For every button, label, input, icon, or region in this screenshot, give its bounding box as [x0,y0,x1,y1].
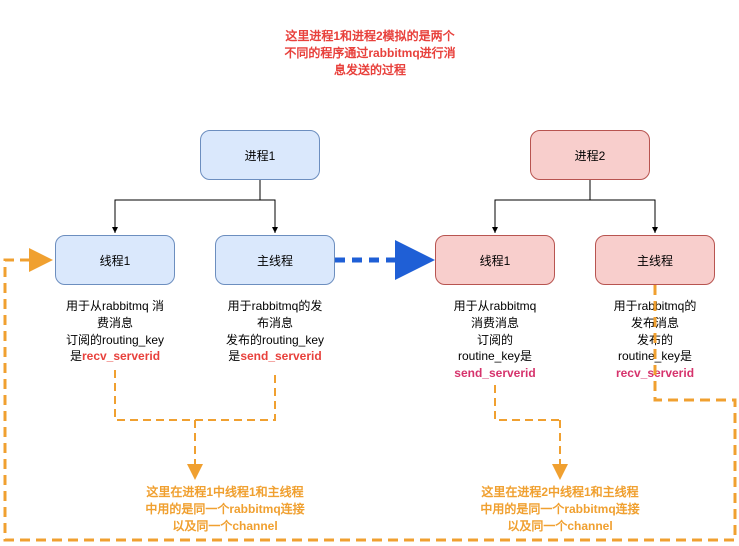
node-p2-main: 主线程 [595,235,715,285]
caption-line: 以及同一个channel [507,519,612,533]
desc-p2-main: 用于rabbitmq的 发布消息 发布的 routine_key是 recv_s… [595,298,715,382]
caption-line: 以及同一个channel [172,519,277,533]
top-line1: 这里进程1和进程2模拟的是两个 [285,29,454,43]
desc-text: 用于从rabbitmq 消 [66,299,164,313]
desc-text: 用于从rabbitmq [454,299,537,313]
desc-text: 发布的 [637,333,673,347]
node-p1-main-label: 主线程 [257,252,293,269]
desc-key: recv_serverid [616,366,694,380]
desc-key: send_serverid [454,366,535,380]
desc-text: 费消息 [97,316,133,330]
caption-line: 这里在进程1中线程1和主线程 [146,485,303,499]
node-p1-thread1-label: 线程1 [100,252,131,269]
node-proc1: 进程1 [200,130,320,180]
top-caption: 这里进程1和进程2模拟的是两个 不同的程序通过rabbitmq进行消 息发送的过… [260,28,480,78]
desc-text: 是 [70,349,82,363]
desc-p2-thread1: 用于从rabbitmq 消费消息 订阅的 routine_key是 send_s… [435,298,555,382]
node-proc2-label: 进程2 [575,147,606,164]
desc-key: send_serverid [240,349,321,363]
node-p2-thread1: 线程1 [435,235,555,285]
desc-text: 订阅的 [477,333,513,347]
caption-line: 中用的是同一个rabbitmq连接 [480,502,639,516]
desc-text: 发布消息 [631,316,679,330]
caption-line: 这里在进程2中线程1和主线程 [481,485,638,499]
desc-text: 订阅的routing_key [66,333,164,347]
desc-text: 布消息 [257,316,293,330]
desc-text: 是 [228,349,240,363]
node-proc1-label: 进程1 [245,147,276,164]
caption-line: 中用的是同一个rabbitmq连接 [145,502,304,516]
desc-p1-main: 用于rabbitmq的发 布消息 发布的routing_key 是send_se… [215,298,335,365]
bottom-left-caption: 这里在进程1中线程1和主线程 中用的是同一个rabbitmq连接 以及同一个ch… [125,484,325,534]
desc-text: 发布的routing_key [226,333,324,347]
desc-text: routine_key是 [618,349,692,363]
top-line3: 息发送的过程 [334,63,406,77]
desc-p1-thread1: 用于从rabbitmq 消 费消息 订阅的routing_key 是recv_s… [55,298,175,365]
node-p1-main: 主线程 [215,235,335,285]
desc-text: 消费消息 [471,316,519,330]
bottom-right-caption: 这里在进程2中线程1和主线程 中用的是同一个rabbitmq连接 以及同一个ch… [460,484,660,534]
node-p1-thread1: 线程1 [55,235,175,285]
top-line2: 不同的程序通过rabbitmq进行消 [284,46,455,60]
desc-text: 用于rabbitmq的 [614,299,697,313]
desc-key: recv_serverid [82,349,160,363]
desc-text: routine_key是 [458,349,532,363]
node-p2-thread1-label: 线程1 [480,252,511,269]
desc-text: 用于rabbitmq的发 [228,299,323,313]
node-proc2: 进程2 [530,130,650,180]
node-p2-main-label: 主线程 [637,252,673,269]
